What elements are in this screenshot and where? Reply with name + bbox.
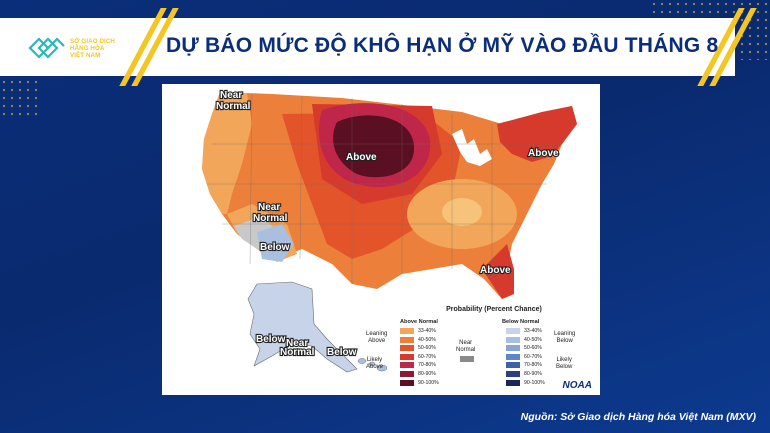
legend-below-label: 80-90% xyxy=(524,371,542,377)
logo-text: SỞ GIAO DỊCH HÀNG HÓA VIỆT NAM xyxy=(70,37,115,59)
legend-below-swatch xyxy=(506,345,520,352)
legend-below-swatch xyxy=(506,379,520,386)
legend-above-label: 40-50% xyxy=(418,336,436,343)
legend-title: Probability (Percent Chance) xyxy=(446,306,542,313)
noaa-label: NOAA xyxy=(562,380,592,391)
legend-leaning-above: Leaning Above xyxy=(366,331,388,344)
legend-above-swatch xyxy=(400,371,414,377)
ohio-valley-light-core xyxy=(442,198,482,226)
legend-below-swatch xyxy=(506,362,520,369)
legend-below-label: 50-60% xyxy=(524,345,542,352)
legend-below-swatch xyxy=(506,336,520,343)
source-caption: Nguồn: Sở Giao dịch Hàng hóa Việt Nam (M… xyxy=(520,411,756,423)
legend-likely-below: Likely Below xyxy=(556,357,573,370)
southwest-below-region xyxy=(257,224,294,262)
label-near-normal-sw-2: Normal xyxy=(253,213,288,224)
west-lighter-region xyxy=(202,92,252,214)
label-near-normal-nw: Near xyxy=(220,90,242,101)
legend-below-label: 60-70% xyxy=(524,353,542,360)
legend-below-swatch xyxy=(506,371,520,377)
legend-below-swatch xyxy=(506,353,520,360)
legend-below-label: 70-80% xyxy=(524,362,542,369)
drought-outlook-map: Near Normal Above Above Near Normal Belo… xyxy=(162,84,600,395)
legend-above-label: 70-80% xyxy=(418,362,436,369)
label-near-normal-nw-2: Normal xyxy=(216,101,251,112)
label-below-sw: Below xyxy=(260,242,290,253)
legend-above-swatch xyxy=(400,328,414,334)
label-below-alaska-se: Below xyxy=(327,347,357,358)
legend-below-label: 33-40% xyxy=(524,328,542,334)
hawaii-shape xyxy=(357,358,388,372)
legend-above-title: Above Normal xyxy=(400,319,438,325)
legend-below-label: 40-50% xyxy=(524,336,542,343)
great-lakes xyxy=(452,129,492,166)
label-near-normal-sw: Near xyxy=(258,202,280,213)
label-near-normal-alaska: Near xyxy=(286,338,308,349)
alaska-shape xyxy=(247,281,358,373)
legend-leaning-below: Leaning Below xyxy=(554,331,576,344)
legend-above-label: 80-90% xyxy=(418,371,436,377)
legend: Probability (Percent Chance) Above Norma… xyxy=(366,306,594,390)
legend-below-swatch xyxy=(506,328,520,334)
southeast-above-region xyxy=(482,244,514,299)
header-bar xyxy=(0,18,735,76)
page-title: DỰ BÁO MỨC ĐỘ KHÔ HẠN Ở MỸ VÀO ĐẦU THÁNG… xyxy=(166,34,719,57)
north-above-center xyxy=(333,115,415,178)
state-borders xyxy=(207,93,562,284)
northeast-above-region xyxy=(497,106,577,162)
mxv-logo: SỞ GIAO DỊCH HÀNG HÓA VIỆT NAM xyxy=(28,31,146,65)
legend-near-normal: Near Normal xyxy=(456,340,476,353)
label-above-northeast: Above xyxy=(528,148,559,159)
legend-above-label: 33-40% xyxy=(418,328,436,334)
legend-above-label: 90-100% xyxy=(418,379,439,386)
legend-above-swatch xyxy=(400,353,414,360)
legend-above-swatch xyxy=(400,379,414,386)
logo-icon xyxy=(28,35,66,61)
label-above-southeast: Above xyxy=(480,265,511,276)
legend-below-label: 90-100% xyxy=(524,379,545,386)
legend-below-title: Below Normal xyxy=(502,319,540,325)
label-below-alaska: Below xyxy=(256,334,286,345)
label-near-normal-alaska-2: Normal xyxy=(280,347,315,358)
legend-above-swatch xyxy=(400,345,414,352)
label-above-north: Above xyxy=(346,152,377,163)
legend-likely-above: Likely Above xyxy=(366,357,384,370)
legend-above-swatch xyxy=(400,336,414,343)
legend-near-normal-swatch xyxy=(460,356,474,362)
legend-above-swatch xyxy=(400,362,414,369)
legend-above-label: 50-60% xyxy=(418,345,436,352)
legend-above-label: 60-70% xyxy=(418,353,436,360)
